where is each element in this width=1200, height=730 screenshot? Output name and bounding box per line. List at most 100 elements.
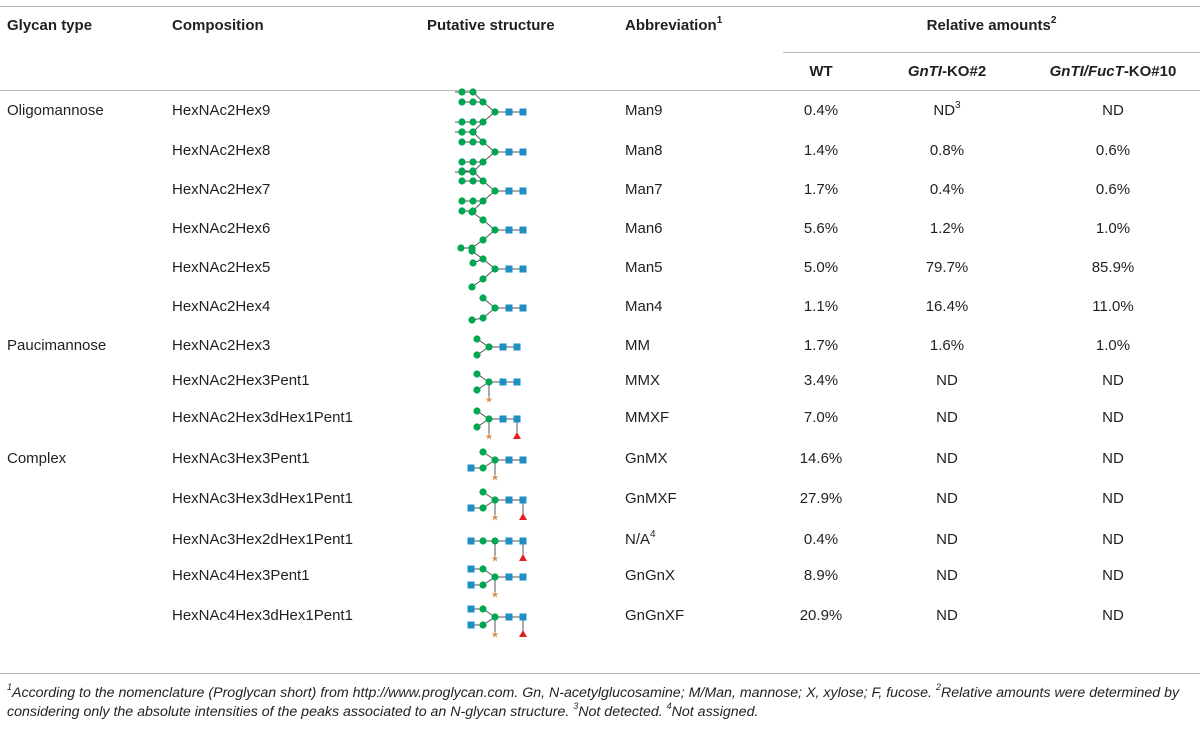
mannose-icon [479,448,487,456]
mannose-icon [485,378,493,386]
glcnac-icon [519,226,527,234]
cell-gnti-fuct-ko10: 0.6% [1095,181,1131,198]
mannose-icon [479,537,487,545]
cell-gnti-fuct-ko10: 85.9% [1091,259,1135,276]
glycan-structure-mmxf: ★ [473,407,521,443]
xylose-icon: ★ [485,396,493,406]
glycan-structure-man4 [468,294,527,324]
glcnac-icon [467,581,475,589]
mannose-icon [458,207,466,215]
mannose-icon [479,314,487,322]
mannose-icon [458,128,466,136]
cell-composition: HexNAc2Hex4 [172,298,271,315]
cell-composition: HexNAc2Hex7 [172,181,271,198]
cell-composition: HexNAc3Hex3dHex1Pent1 [172,490,353,507]
cell-gnti-ko2-text: 16.4% [925,298,969,315]
glcnac-icon [505,148,513,156]
mannose-icon [491,573,499,581]
mannose-icon [491,148,499,156]
mannose-icon [469,197,477,205]
xylose-icon: ★ [485,433,493,443]
mannose-icon [468,316,476,324]
footnote-1: According to the nomenclature (Proglycan… [12,685,932,701]
glcnac-icon [519,456,527,464]
cell-composition: HexNAc3Hex3Pent1 [172,450,310,467]
header-relative-amounts-text: Relative amounts [926,17,1051,34]
glcnac-icon [519,496,527,504]
mannose-icon [458,118,466,126]
header-gnti-fuct-italic: GnTI/FucT [1049,63,1124,80]
mannose-icon [485,343,493,351]
cell-glycan-type: Paucimannose [7,337,107,354]
cell-abbreviation-text: GnMX [625,450,668,467]
footnote-1-marker: 1 [7,682,13,693]
cell-gnti-ko2: ND [868,607,1026,625]
header-bottom-rule [0,90,1200,91]
header-composition: Composition [172,17,264,34]
xylose-icon: ★ [491,474,499,484]
cell-gnti-fuct-ko10: ND [1102,372,1124,389]
cell-composition: HexNAc2Hex8 [172,142,271,159]
mannose-icon [473,407,481,415]
cell-abbreviation-text: Man6 [625,220,663,237]
cell-abbreviation: MM [625,337,650,355]
glycan-structure-gnmxf: ★ [467,488,527,524]
mannose-icon [491,496,499,504]
mannose-icon [479,255,487,263]
cell-wt: 0.4% [803,531,839,548]
cell-wt: 1.7% [803,181,839,198]
mannose-icon [458,138,466,146]
mannose-icon [479,294,487,302]
header-relative-amounts-sup: 2 [1050,15,1057,26]
mannose-icon [468,283,476,291]
cell-gnti-fuct-ko10: ND [1102,567,1124,584]
cell-abbreviation-text: N/A [625,531,651,548]
glcnac-icon [505,456,513,464]
cell-composition: HexNAc3Hex2dHex1Pent1 [172,531,353,548]
cell-gnti-fuct-ko10: 11.0% [1092,298,1134,315]
cell-gnti-ko2-text: 79.7% [925,259,969,276]
cell-composition: HexNAc2Hex6 [172,220,271,237]
mannose-icon [469,128,477,136]
glcnac-icon [467,464,475,472]
footnote-2: Relative amounts were determined by cons… [7,685,1180,720]
cell-abbreviation-text: Man4 [625,298,663,315]
glcnac-icon [467,621,475,629]
header-wt: WT [809,63,833,80]
cell-gnti-ko2-text: 0.8% [929,142,965,159]
cell-gnti-ko2: 0.4% [868,181,1026,199]
cell-gnti-ko2: 79.7% [868,259,1026,277]
cell-abbreviation: GnGnXF [625,607,684,625]
cell-gnti-ko2: ND [868,490,1026,508]
glcnac-icon [519,573,527,581]
footnote-2-marker: 2 [935,682,941,693]
cell-gnti-fuct-ko10: ND [1102,531,1124,548]
cell-composition: HexNAc2Hex3dHex1Pent1 [172,409,353,426]
cell-gnti-ko2: ND [868,372,1026,390]
xylose-icon: ★ [491,591,499,601]
cell-abbreviation-text: Man7 [625,181,663,198]
cell-gnti-ko2: 1.6% [868,337,1026,355]
glycan-structure-gnmx: ★ [467,448,527,484]
glcnac-icon [505,226,513,234]
cell-wt: 1.1% [803,298,839,315]
cell-gnti-fuct-ko10: ND [1102,450,1124,467]
cell-gnti-fuct-ko10: ND [1102,102,1124,119]
glcnac-icon [505,613,513,621]
mannose-icon [469,138,477,146]
cell-abbreviation-text: GnGnX [625,567,676,584]
cell-abbreviation: Man4 [625,298,663,316]
mannose-icon [479,621,487,629]
mannose-icon [457,244,465,252]
glcnac-icon [467,504,475,512]
mannose-icon [469,167,477,175]
glcnac-icon [513,415,521,423]
cell-wt: 5.6% [803,220,839,237]
header-abbreviation: Abbreviation1 [625,16,722,35]
cell-wt: 8.9% [803,567,839,584]
fucose-icon [519,513,527,520]
footnote-3-marker: 3 [573,701,579,712]
cell-composition: HexNAc2Hex5 [172,259,271,276]
cell-abbreviation-text: GnMXF [625,490,677,507]
cell-glycan-type: Complex [7,450,67,467]
